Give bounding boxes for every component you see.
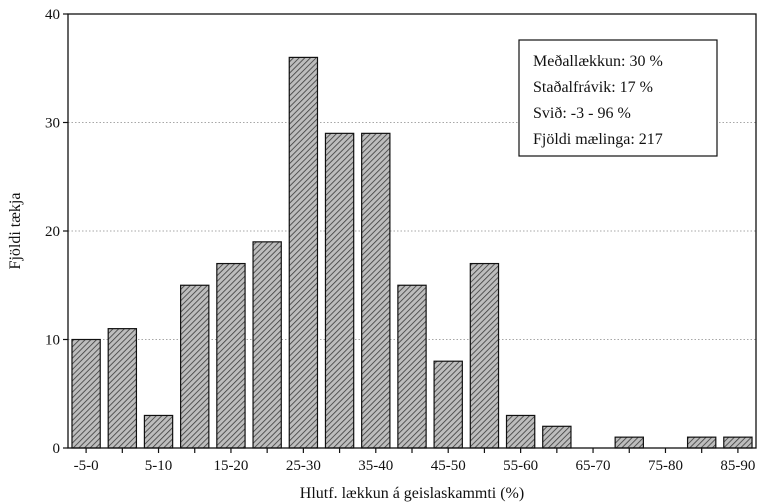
stats-box-frame (518, 39, 718, 157)
bar-60-65 (542, 425, 572, 449)
bars (71, 56, 753, 449)
bar-25-30 (288, 56, 319, 449)
stats-box: Meðallækkun: 30 % Staðalfrávik: 17 % Svi… (518, 39, 718, 157)
bar-85-90 (723, 436, 753, 449)
bar-5-10 (143, 414, 174, 449)
x-tick-label: 85-90 (720, 458, 755, 474)
stats-range: Svið: -3 - 96 % (533, 105, 631, 122)
x-tick-label: 5-10 (145, 458, 173, 474)
x-tick-label: 75-80 (648, 458, 683, 474)
bar-55-60 (505, 414, 536, 449)
stats-count: Fjöldi mælinga: 217 (533, 131, 663, 148)
bar-40-45 (397, 284, 427, 449)
x-axis-ticks: -5-0 5-10 15-20 25-30 35-40 45-50 55-60 65-70 75… (74, 448, 755, 474)
bar-45-50 (433, 360, 463, 449)
y-tick-label: 30 (45, 116, 60, 132)
stats-mean: Meðallækkun: 30 % (533, 53, 663, 70)
y-tick-label: 0 (53, 441, 61, 457)
bar--5-0 (71, 338, 101, 449)
bar-10-15 (180, 284, 210, 449)
bar-20-25 (252, 241, 282, 449)
y-tick-label: 10 (45, 333, 60, 349)
x-tick-label: 35-40 (358, 458, 393, 474)
bar-15-20 (216, 262, 246, 449)
x-tick-label: -5-0 (74, 458, 99, 474)
y-tick-label: 40 (45, 7, 60, 23)
x-axis-label: Hlutf. lækkun á geislaskammti (%) (300, 485, 524, 502)
x-tick-label: 65-70 (576, 458, 611, 474)
y-axis-ticks: 0 10 20 30 40 (45, 7, 68, 457)
bar-70-75 (614, 436, 644, 449)
x-tick-label: 15-20 (213, 458, 248, 474)
x-tick-label: 25-30 (286, 458, 321, 474)
bar-50-55 (469, 262, 500, 449)
y-tick-label: 20 (45, 224, 60, 240)
y-axis-label: Fjöldi tækja (7, 193, 24, 270)
x-tick-label: 55-60 (503, 458, 538, 474)
bar-30-35 (324, 132, 355, 449)
bar-0-5 (107, 328, 138, 449)
bar-80-85 (686, 436, 717, 449)
x-tick-label: 45-50 (431, 458, 466, 474)
stats-stddev: Staðalfrávik: 17 % (533, 79, 653, 96)
bar-35-40 (361, 132, 391, 449)
